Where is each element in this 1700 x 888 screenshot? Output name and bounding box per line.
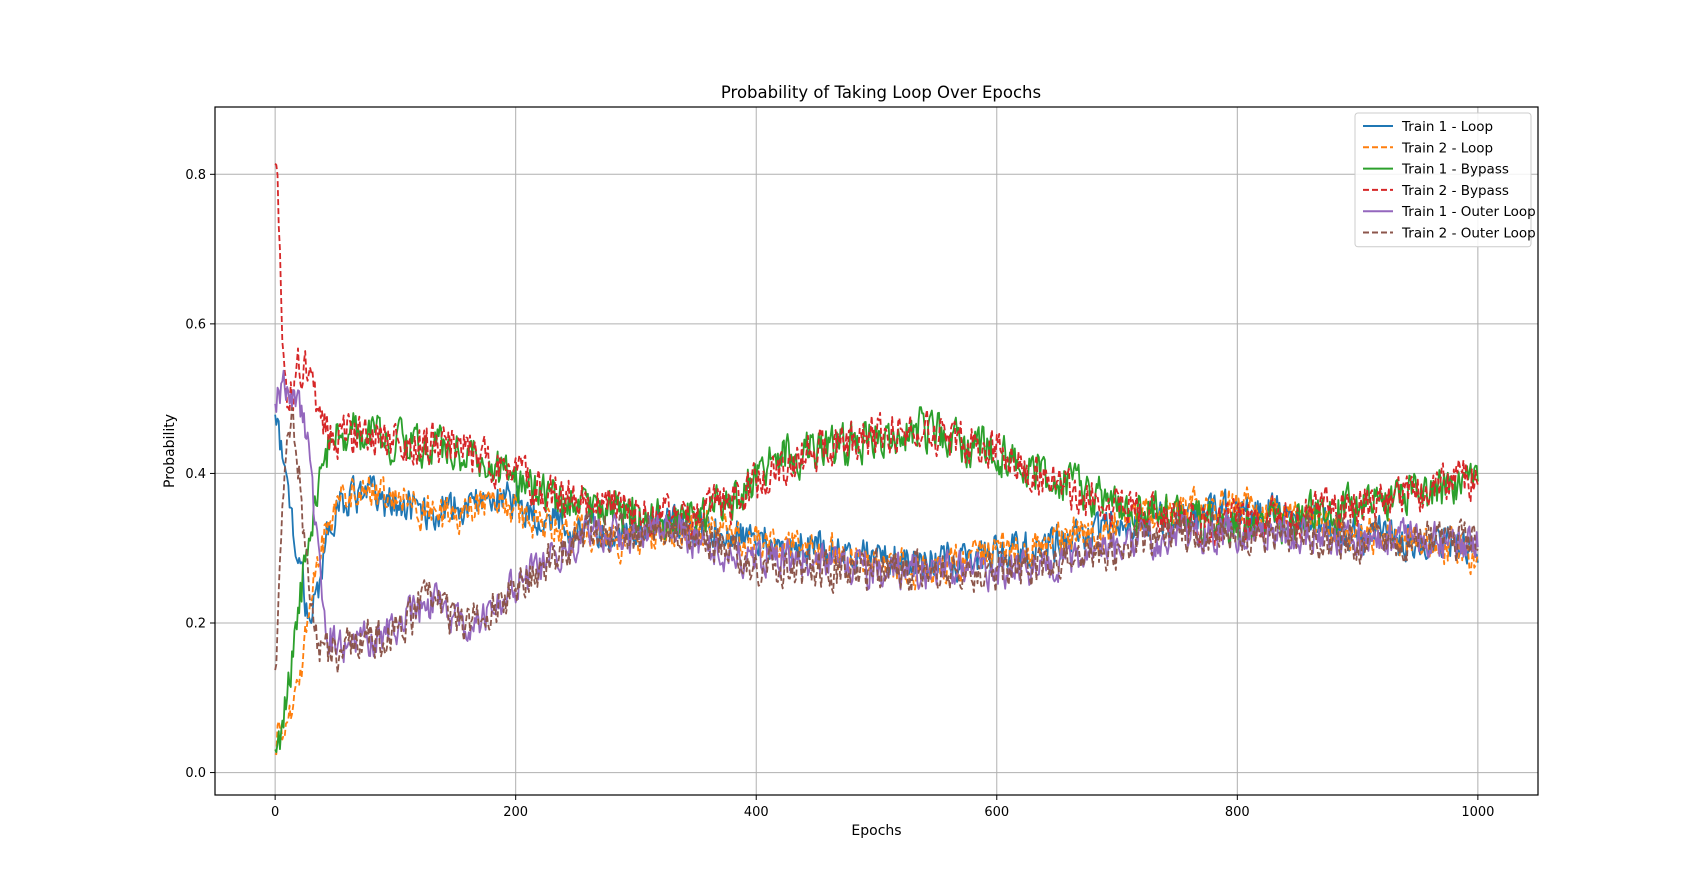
x-axis-label: Epochs (851, 823, 901, 839)
legend-label: Train 2 - Outer Loop (1401, 226, 1536, 242)
series-layer (274, 163, 1479, 756)
x-tick-label: 200 (503, 805, 528, 820)
y-axis-label: Probability (162, 414, 178, 488)
axis-ticks: 0 200 400 600 800 1000 0.0 0.2 0.4 0.6 0.8 (185, 168, 1494, 820)
x-tick-label: 600 (984, 805, 1009, 820)
x-tick-label: 0 (271, 805, 279, 820)
x-tick-label: 400 (744, 805, 769, 820)
x-tick-label: 800 (1225, 805, 1250, 820)
chart-title: Probability of Taking Loop Over Epochs (721, 83, 1041, 102)
series-line-4 (274, 163, 1479, 549)
legend-box (1354, 112, 1532, 248)
y-tick-label: 0.4 (185, 467, 206, 482)
y-tick-label: 0.8 (185, 168, 206, 183)
y-tick-label: 0.2 (185, 617, 206, 632)
legend: Train 1 - Loop Train 2 - Loop Train 1 - By… (1354, 112, 1536, 248)
legend-label: Train 1 - Loop (1401, 119, 1493, 135)
legend-label: Train 1 - Bypass (1401, 162, 1509, 178)
plot-frame (214, 106, 1539, 796)
legend-label: Train 2 - Loop (1401, 140, 1493, 156)
legend-label: Train 1 - Outer Loop (1401, 204, 1536, 220)
y-tick-label: 0.0 (185, 766, 206, 781)
x-tick-label: 1000 (1461, 805, 1494, 820)
legend-label: Train 2 - Bypass (1401, 183, 1509, 199)
grid-lines (215, 107, 1538, 795)
series-line-6 (274, 407, 1479, 674)
y-tick-label: 0.6 (185, 317, 206, 332)
